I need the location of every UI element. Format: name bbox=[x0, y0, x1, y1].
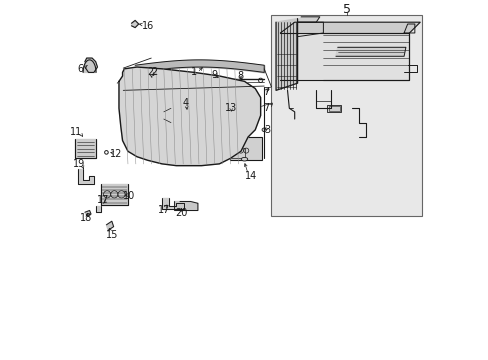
Text: 18: 18 bbox=[80, 213, 92, 222]
Text: 7: 7 bbox=[263, 103, 268, 113]
Bar bbox=[271, 15, 421, 216]
Polygon shape bbox=[83, 60, 96, 72]
Polygon shape bbox=[119, 67, 260, 166]
Polygon shape bbox=[78, 169, 94, 184]
Text: 6: 6 bbox=[77, 64, 83, 74]
Polygon shape bbox=[106, 221, 113, 230]
Text: 15: 15 bbox=[106, 230, 119, 239]
Polygon shape bbox=[101, 184, 128, 205]
Text: 3: 3 bbox=[264, 125, 270, 135]
Polygon shape bbox=[75, 139, 96, 158]
Ellipse shape bbox=[262, 128, 266, 132]
Polygon shape bbox=[85, 211, 91, 216]
Bar bbox=[230, 148, 244, 158]
Text: 14: 14 bbox=[244, 171, 257, 181]
Text: 7: 7 bbox=[263, 87, 269, 97]
Text: 11: 11 bbox=[70, 127, 82, 136]
Polygon shape bbox=[162, 198, 183, 209]
Text: 4: 4 bbox=[182, 98, 188, 108]
Polygon shape bbox=[174, 202, 198, 211]
Polygon shape bbox=[297, 17, 319, 22]
Text: 5: 5 bbox=[342, 3, 350, 16]
Polygon shape bbox=[335, 47, 405, 56]
Bar bbox=[328, 106, 339, 111]
Polygon shape bbox=[96, 206, 101, 212]
Polygon shape bbox=[280, 33, 408, 80]
Text: 16: 16 bbox=[141, 21, 154, 31]
Text: 10: 10 bbox=[122, 191, 135, 201]
Text: 19: 19 bbox=[73, 159, 85, 169]
Ellipse shape bbox=[228, 112, 233, 116]
Text: 17: 17 bbox=[97, 195, 109, 205]
Circle shape bbox=[166, 97, 203, 134]
Polygon shape bbox=[131, 21, 139, 28]
Polygon shape bbox=[149, 74, 156, 89]
Text: 20: 20 bbox=[175, 208, 187, 218]
Ellipse shape bbox=[241, 157, 247, 161]
Text: 8: 8 bbox=[237, 71, 244, 81]
Text: 12: 12 bbox=[110, 149, 122, 159]
Text: 1: 1 bbox=[191, 67, 197, 77]
Circle shape bbox=[129, 80, 201, 151]
Text: 2: 2 bbox=[151, 67, 157, 77]
Text: 9: 9 bbox=[210, 70, 217, 80]
Bar bbox=[230, 137, 262, 160]
Bar bbox=[326, 105, 341, 112]
Text: 13: 13 bbox=[224, 103, 237, 113]
Text: 17: 17 bbox=[157, 206, 170, 216]
Text: 2: 2 bbox=[147, 67, 153, 77]
Polygon shape bbox=[276, 19, 297, 90]
Polygon shape bbox=[85, 58, 97, 72]
Polygon shape bbox=[280, 22, 419, 33]
Circle shape bbox=[134, 97, 171, 134]
